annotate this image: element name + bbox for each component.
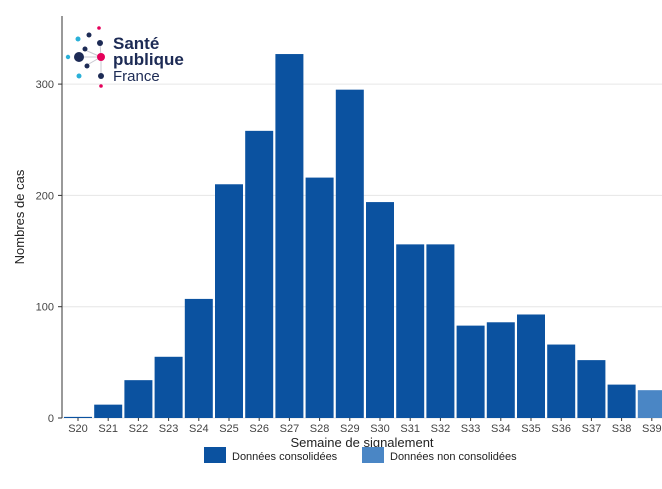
bar-s34 — [486, 322, 515, 418]
y-axis: 0 100 200 300 — [36, 79, 62, 425]
x-tick-label: S27 — [280, 423, 300, 435]
x-tick-label: S25 — [219, 423, 239, 435]
x-axis: S20 S21 S22 S23 S24 S25 S26 S27 S28 S29 S30 S31 S32 S… — [68, 418, 662, 435]
bar-s25 — [215, 184, 243, 418]
bar-s21 — [94, 404, 123, 418]
x-tick-label: S38 — [612, 423, 632, 435]
x-tick-label: S35 — [521, 423, 541, 435]
bar-s26 — [245, 130, 274, 418]
bars — [64, 54, 662, 418]
x-tick-label: S32 — [431, 423, 451, 435]
x-tick-label: S28 — [310, 423, 330, 435]
x-tick-label: S29 — [340, 423, 360, 435]
y-tick-label: 200 — [36, 190, 54, 202]
y-tick-label: 100 — [36, 302, 54, 314]
bar-s30 — [366, 202, 394, 418]
logo-line-3: France — [113, 68, 160, 85]
y-tick-label: 300 — [36, 79, 54, 91]
x-tick-label: S34 — [491, 423, 511, 435]
logo-molecule-icon — [65, 26, 105, 88]
bar-s33 — [456, 325, 485, 418]
bar-s35 — [517, 314, 545, 418]
x-tick-label: S20 — [68, 423, 88, 435]
bar-s20 — [64, 416, 92, 418]
x-axis-title: Semaine de signalement — [290, 435, 433, 450]
x-tick-label: S22 — [129, 423, 149, 435]
legend: Données consolidées Données non consolid… — [204, 447, 517, 463]
bar-s28 — [305, 177, 334, 418]
bar-s24 — [184, 298, 213, 418]
legend-label-consolidees: Données consolidées — [232, 451, 338, 463]
x-tick-label: S23 — [159, 423, 179, 435]
x-tick-label: S24 — [189, 423, 209, 435]
bar-s23 — [154, 356, 183, 418]
bar-s38 — [607, 384, 636, 418]
bar-s22 — [124, 380, 153, 418]
x-tick-label: S30 — [370, 423, 390, 435]
x-tick-label: S39 — [642, 423, 662, 435]
legend-swatch-consolidees — [204, 447, 226, 463]
legend-label-non-consolidees: Données non consolidées — [390, 451, 517, 463]
bar-s36 — [547, 344, 576, 418]
x-tick-label: S31 — [400, 423, 420, 435]
bar-s27 — [275, 54, 304, 418]
x-tick-label: S33 — [461, 423, 481, 435]
legend-swatch-non-consolidees — [362, 447, 384, 463]
bar-s39 — [637, 390, 662, 418]
bar-s37 — [577, 360, 606, 418]
x-tick-label: S37 — [582, 423, 602, 435]
x-tick-label: S21 — [98, 423, 118, 435]
bar-s32 — [426, 244, 455, 418]
logo-line-1: Santé — [113, 34, 159, 53]
x-tick-label: S36 — [551, 423, 571, 435]
bar-s31 — [396, 244, 425, 418]
y-axis-title: Nombres de cas — [12, 169, 27, 264]
logo-line-2: publique — [113, 50, 184, 69]
sante-publique-france-logo: Santé publique France — [65, 26, 184, 88]
bar-s29 — [335, 89, 364, 418]
x-tick-label: S26 — [249, 423, 269, 435]
y-tick-label: 0 — [48, 413, 54, 425]
